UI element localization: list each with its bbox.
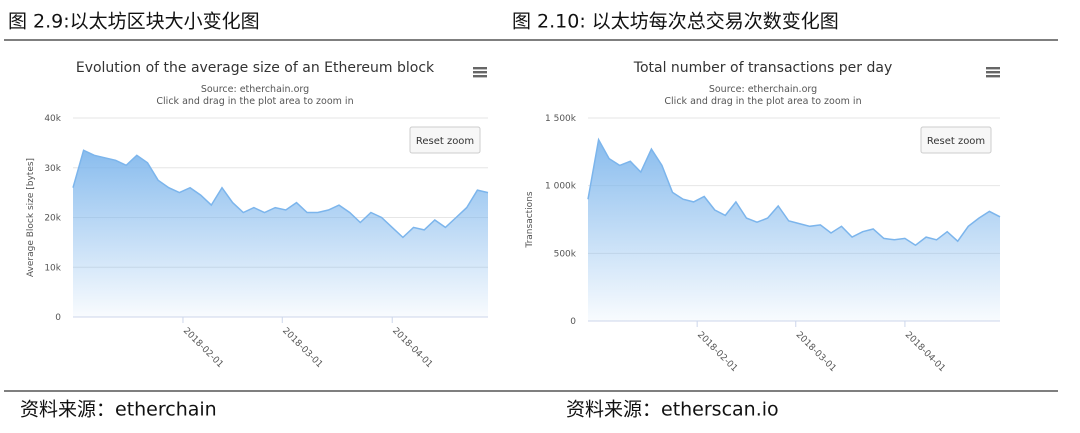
reset-zoom-button[interactable]: Reset zoom — [409, 126, 481, 154]
chart-hint: Click and drag in the plot area to zoom … — [664, 96, 861, 107]
figure-caption: 图 2.10: 以太坊每次总交易次数变化图 — [512, 11, 839, 33]
button-box — [920, 126, 992, 154]
y-tick-label: 40k — [44, 114, 61, 124]
figure-source: 资料来源：etherscan.io — [566, 399, 779, 421]
y-tick-label: 10k — [44, 263, 61, 273]
x-tick-label: 2018-03-01 — [280, 326, 324, 370]
chart-subtitle: Source: etherchain.org — [201, 84, 309, 95]
menu-bar — [986, 67, 1000, 70]
menu-bar — [473, 75, 487, 78]
y-axis-title: Average Block size [bytes] — [26, 158, 36, 277]
y-tick-label: 20k — [44, 214, 61, 224]
menu-bar — [986, 75, 1000, 78]
menu-bar — [473, 67, 487, 70]
area-line — [587, 137, 1001, 247]
x-tick-label: 2018-02-01 — [181, 326, 225, 370]
figure-caption: 图 2.9:以太坊区块大小变化图 — [8, 11, 260, 33]
x-tick-label: 2018-04-01 — [903, 330, 947, 374]
chart-subtitle: Source: etherchain.org — [709, 84, 817, 95]
chart-title: Evolution of the average size of an Ethe… — [76, 60, 435, 76]
chart-hint: Click and drag in the plot area to zoom … — [156, 96, 353, 107]
menu-button[interactable] — [986, 67, 1000, 78]
figure-source: 资料来源：etherchain — [20, 399, 217, 421]
menu-button[interactable] — [473, 67, 487, 78]
reset-zoom-button[interactable]: Reset zoom — [920, 126, 992, 154]
area-fill — [588, 139, 1000, 321]
area-fill — [73, 150, 488, 317]
menu-bar — [986, 71, 1000, 74]
button-label: Reset zoom — [416, 136, 474, 147]
chart-title: Total number of transactions per day — [633, 60, 892, 76]
y-tick-label: 0 — [570, 317, 576, 327]
area-line — [72, 149, 489, 239]
y-tick-label: 500k — [554, 249, 577, 259]
x-tick-label: 2018-04-01 — [390, 326, 434, 370]
button-box — [409, 126, 481, 154]
x-tick-label: 2018-03-01 — [794, 330, 838, 374]
x-tick-label: 2018-02-01 — [695, 330, 739, 374]
menu-bar — [473, 71, 487, 74]
y-tick-label: 0 — [55, 313, 61, 323]
y-tick-label: 1 500k — [545, 114, 577, 124]
y-tick-label: 30k — [44, 164, 61, 174]
y-axis-title: Transactions — [525, 191, 535, 248]
y-tick-label: 1 000k — [545, 182, 577, 192]
button-label: Reset zoom — [927, 136, 985, 147]
